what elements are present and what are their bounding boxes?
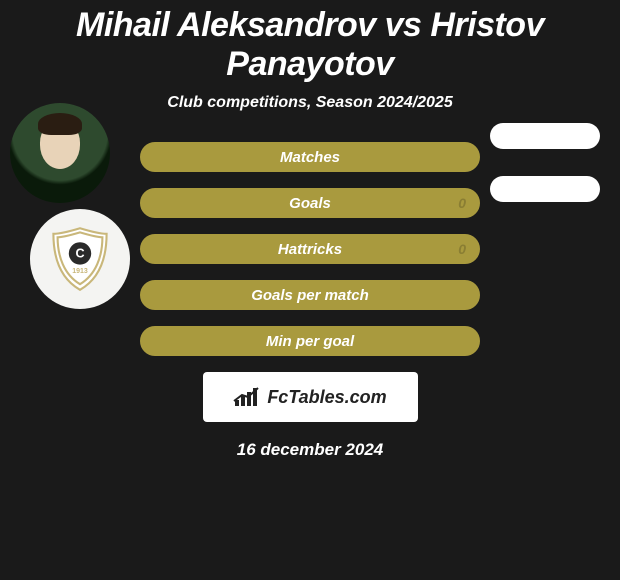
page-title: Mihail Aleksandrov vs Hristov Panayotov [0,6,620,84]
stat-value: 0 [458,241,466,257]
stat-label: Min per goal [266,333,354,350]
club-crest: C 1913 [30,209,130,309]
stat-label: Matches [280,149,340,166]
svg-text:1913: 1913 [72,268,88,275]
stats-column: Matches Goals 0 Hattricks 0 Goals per ma… [140,142,480,356]
stat-value: 0 [458,195,466,211]
stat-label: Goals [289,195,331,212]
source-label: FcTables.com [267,387,386,408]
stat-row: Hattricks 0 [140,234,480,264]
crest-icon: C 1913 [45,224,115,294]
comparison-card: Mihail Aleksandrov vs Hristov Panayotov … [0,0,620,580]
stat-row: Min per goal [140,326,480,356]
side-pill [490,123,600,149]
bar-chart-icon [233,386,261,408]
stat-row: Goals 0 [140,188,480,218]
stat-label: Hattricks [278,241,342,258]
date-label: 16 december 2024 [0,440,620,460]
stat-row: Matches [140,142,480,172]
stat-label: Goals per match [251,287,369,304]
player-avatar [10,103,110,203]
side-pills [490,123,600,229]
avatars-column: C 1913 [10,103,130,309]
stat-row: Goals per match [140,280,480,310]
svg-text:C: C [75,247,84,261]
source-badge: FcTables.com [203,372,418,422]
side-pill [490,176,600,202]
